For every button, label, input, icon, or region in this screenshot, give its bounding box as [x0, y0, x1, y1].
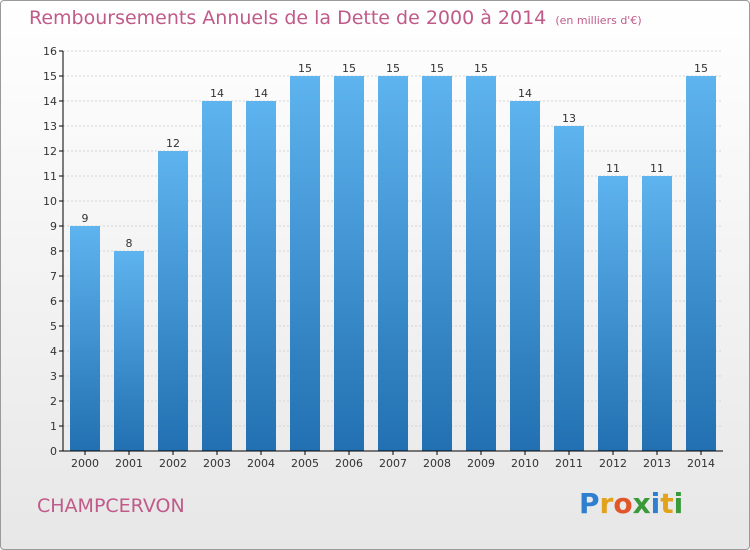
bar-value-label: 15	[694, 62, 708, 75]
x-tick-label: 2013	[643, 457, 671, 470]
x-tick-label: 2012	[599, 457, 627, 470]
chart-title-main: Remboursements Annuels de la Dette de 20…	[29, 7, 547, 29]
bar-2006	[334, 76, 364, 451]
commune-name: CHAMPCERVON	[37, 495, 185, 517]
bar-value-label: 15	[342, 62, 356, 75]
y-tick-label: 8	[50, 245, 57, 258]
logo-letter: t	[660, 487, 674, 520]
bar-2004	[246, 101, 276, 451]
x-tick-label: 2001	[115, 457, 143, 470]
y-tick-label: 3	[50, 370, 57, 383]
y-tick-label: 12	[43, 145, 57, 158]
bar-value-label: 15	[298, 62, 312, 75]
bar-2008	[422, 76, 452, 451]
bar-value-label: 14	[518, 87, 532, 100]
y-tick-label: 11	[43, 170, 57, 183]
bar-value-label: 13	[562, 112, 576, 125]
y-tick-label: 15	[43, 70, 57, 83]
logo-letter: r	[599, 487, 614, 520]
logo-letter: i	[673, 487, 684, 520]
bar-2005	[290, 76, 320, 451]
bar-value-label: 15	[386, 62, 400, 75]
logo-letter: x	[632, 487, 651, 520]
bar-value-label: 11	[606, 162, 620, 175]
y-tick-label: 14	[43, 95, 57, 108]
x-tick-label: 2010	[511, 457, 539, 470]
x-tick-label: 2003	[203, 457, 231, 470]
y-tick-label: 13	[43, 120, 57, 133]
x-tick-label: 2000	[71, 457, 99, 470]
x-tick-label: 2007	[379, 457, 407, 470]
bar-2007	[378, 76, 408, 451]
y-tick-label: 2	[50, 395, 57, 408]
x-tick-label: 2011	[555, 457, 583, 470]
bar-value-label: 8	[126, 237, 133, 250]
x-tick-label: 2014	[687, 457, 715, 470]
bar-value-label: 14	[210, 87, 224, 100]
x-tick-label: 2004	[247, 457, 275, 470]
x-tick-label: 2008	[423, 457, 451, 470]
y-tick-label: 0	[50, 445, 57, 458]
bar-2010	[510, 101, 540, 451]
x-tick-label: 2009	[467, 457, 495, 470]
proxiti-logo: Proxiti	[579, 487, 683, 520]
bar-2003	[202, 101, 232, 451]
y-tick-label: 7	[50, 270, 57, 283]
y-tick-label: 9	[50, 220, 57, 233]
x-tick-label: 2005	[291, 457, 319, 470]
bar-2013	[642, 176, 672, 451]
bar-2002	[158, 151, 188, 451]
x-tick-label: 2006	[335, 457, 363, 470]
y-tick-label: 1	[50, 420, 57, 433]
bar-2014	[686, 76, 716, 451]
logo-letter: P	[579, 487, 600, 520]
x-tick-label: 2002	[159, 457, 187, 470]
bar-2012	[598, 176, 628, 451]
bar-value-label: 12	[166, 137, 180, 150]
y-tick-label: 4	[50, 345, 57, 358]
bar-2000	[70, 226, 100, 451]
chart-title: Remboursements Annuels de la Dette de 20…	[29, 7, 642, 29]
bar-value-label: 11	[650, 162, 664, 175]
bar-value-label: 15	[430, 62, 444, 75]
chart-unit: (en milliers d'€)	[555, 14, 642, 27]
bar-value-label: 9	[82, 212, 89, 225]
logo-letter: o	[613, 487, 633, 520]
bar-value-label: 14	[254, 87, 268, 100]
bar-2001	[114, 251, 144, 451]
bar-value-label: 15	[474, 62, 488, 75]
y-tick-label: 6	[50, 295, 57, 308]
y-tick-label: 10	[43, 195, 57, 208]
y-tick-label: 5	[50, 320, 57, 333]
bar-2009	[466, 76, 496, 451]
bar-2011	[554, 126, 584, 451]
y-tick-label: 16	[43, 45, 57, 58]
logo-letter: i	[650, 487, 661, 520]
